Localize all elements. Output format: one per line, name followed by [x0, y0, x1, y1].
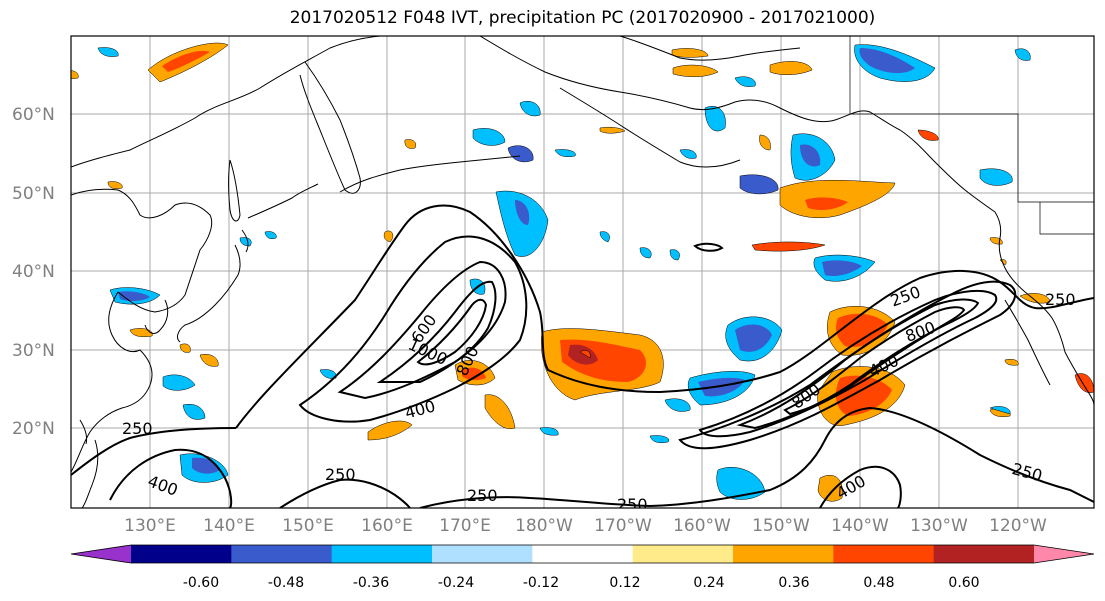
- map-background: [71, 36, 1094, 508]
- contour-label: 250: [325, 465, 356, 484]
- colorbar-tick-label: 0.24: [693, 575, 724, 591]
- lat-label: 40°N: [12, 262, 55, 282]
- contour-label: 250: [467, 486, 498, 505]
- colorbar-segment: [532, 545, 634, 563]
- lon-label: 150°E: [282, 516, 334, 536]
- colorbar-tick-label: -0.60: [183, 575, 219, 591]
- colorbar-tick-label: -0.48: [268, 575, 304, 591]
- colorbar-segment: [733, 545, 834, 563]
- colorbar: [70, 544, 1095, 564]
- map-title: 2017020512 F048 IVT, precipitation PC (2…: [289, 8, 876, 28]
- colorbar-tick-label: 0.48: [863, 575, 894, 591]
- precip-negative-shading: [97, 44, 1031, 500]
- colorbar-extend-low: [71, 545, 131, 563]
- lat-label: 50°N: [12, 184, 55, 204]
- colorbar-outline: [70, 544, 1095, 564]
- colorbar-tick-label: -0.36: [353, 575, 389, 591]
- lon-label: 180°W: [515, 516, 573, 536]
- colorbar-tick-label: 0.36: [778, 575, 809, 591]
- colorbar-segment: [231, 545, 333, 563]
- lon-label: 130°W: [910, 516, 968, 536]
- precip-positive-shading: [71, 42, 1094, 502]
- colorbar-tick-label: 0.12: [609, 575, 640, 591]
- colorbar-tick-label: -0.12: [523, 575, 559, 591]
- lon-label: 140°E: [203, 516, 255, 536]
- longitude-labels: 130°E 140°E 150°E 160°E 170°E 180°W 170°…: [124, 516, 1047, 536]
- contour-label: 250: [617, 495, 648, 514]
- colorbar-tick-label: 0.60: [948, 575, 979, 591]
- colorbar-segment: [632, 545, 734, 563]
- lon-label: 140°W: [831, 516, 889, 536]
- political-borders: [849, 36, 1094, 235]
- colorbar-segment: [131, 545, 232, 563]
- colorbar-segment: [432, 545, 533, 563]
- lon-label: 120°W: [989, 516, 1047, 536]
- lat-label: 30°N: [12, 341, 55, 361]
- lat-label: 60°N: [12, 105, 55, 125]
- colorbar-segment: [331, 545, 433, 563]
- lon-label: 150°W: [752, 516, 810, 536]
- colorbar-segment: [833, 545, 935, 563]
- contour-label: 250: [1045, 290, 1076, 309]
- lon-label: 160°E: [361, 516, 413, 536]
- lat-label: 20°N: [12, 419, 55, 439]
- lon-label: 170°E: [439, 516, 491, 536]
- contour-label: 250: [122, 419, 153, 438]
- colorbar-tick-label: -0.24: [438, 575, 474, 591]
- colorbar-extend-high: [1034, 545, 1094, 563]
- ivt-contours: [71, 204, 1094, 508]
- lon-label: 160°W: [673, 516, 731, 536]
- colorbar-tick-labels: -0.60 -0.48 -0.36 -0.24 -0.12 0.12 0.24 …: [183, 575, 980, 591]
- map-frame: [70, 35, 1095, 509]
- lon-label: 130°E: [124, 516, 176, 536]
- lon-label: 170°W: [594, 516, 652, 536]
- coastlines: [71, 36, 1094, 508]
- colorbar-segment: [933, 545, 1035, 563]
- latitude-labels: 60°N 50°N 40°N 30°N 20°N: [12, 105, 55, 439]
